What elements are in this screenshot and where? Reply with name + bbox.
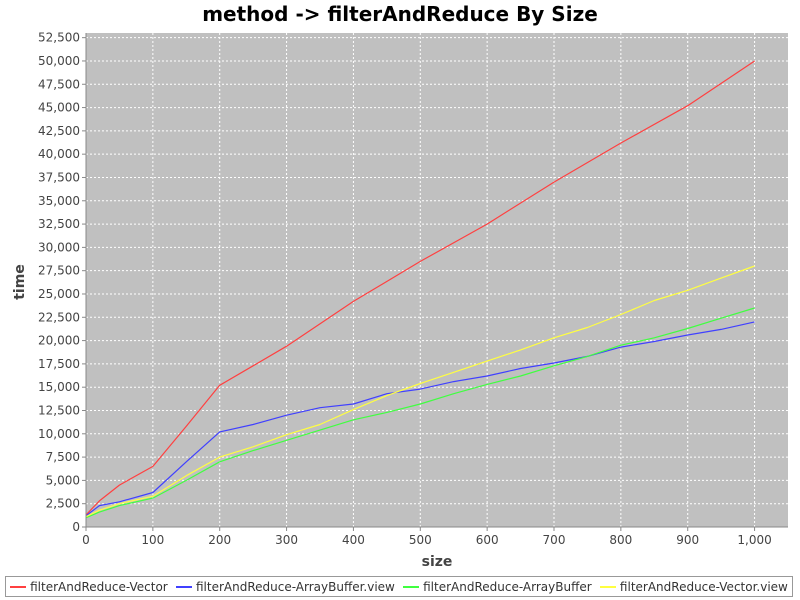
x-tick-label: 200 [208,533,231,547]
y-tick-label: 32,500 [38,217,80,231]
y-tick-label: 7,500 [46,450,80,464]
series-layer [85,60,755,519]
x-axis-label: size [422,554,453,570]
legend-swatch [403,585,420,588]
y-tick-label: 37,500 [38,170,80,184]
y-axis-label: time [12,264,28,300]
y-tick-label: 30,000 [38,240,80,254]
y-tick-label: 35,000 [38,194,80,208]
y-tick-label: 25,000 [38,287,80,301]
y-tick-label: 50,000 [38,54,80,68]
legend-swatch [175,585,192,588]
series-line-1 [85,60,755,516]
x-tick-label: 1,000 [737,533,771,547]
legend-item-4: filterAndReduce-Vector.view [599,579,788,594]
y-tick-label: 0 [72,520,80,534]
y-tick-label: 47,500 [38,77,80,91]
legend: filterAndReduce-Vector filterAndReduce-Ar… [5,576,793,597]
series-line-3 [85,307,755,519]
legend-item-3: filterAndReduce-ArrayBuffer [403,580,592,594]
y-tick-label: 52,500 [38,31,80,45]
y-tick-label: 17,500 [38,357,80,371]
y-tick-label: 12,500 [38,403,80,417]
y-tick-label: 45,000 [38,101,80,115]
x-tick-label: 900 [676,533,699,547]
x-tick-label: 500 [409,533,432,547]
y-tick-label: 42,500 [38,124,80,138]
x-tick-label: 0 [82,533,90,547]
y-tick-label: 20,000 [38,334,80,348]
y-tick-label: 15,000 [38,380,80,394]
series-line-4 [85,265,755,518]
y-tick-label: 5,000 [46,473,80,487]
series-line-2 [85,321,755,517]
legend-label: filterAndReduce-ArrayBuffer [423,579,592,594]
x-tick-label: 600 [476,533,499,547]
chart-title: method -> filterAndReduce By Size [202,2,598,26]
legend-label: filterAndReduce-Vector [30,579,168,594]
legend-item-2: filterAndReduce-ArrayBuffer.view [175,579,395,594]
axes: 0 2,500 5,000 7,500 10,000 12,500 15,000 17,500… [38,31,788,547]
legend-label: filterAndReduce-ArrayBuffer.view [195,579,395,594]
legend-label: filterAndReduce-Vector.view [619,579,788,594]
legend-swatch [10,585,27,588]
legend-swatch [599,585,616,588]
x-tick-label: 300 [275,533,298,547]
x-tick-label: 400 [342,533,365,547]
x-tick-label: 700 [543,533,566,547]
chart: method -> filterAndReduce By Size 0 2,500… [12,2,788,570]
y-tick-label: 10,000 [38,427,80,441]
x-tick-label: 800 [609,533,632,547]
y-tick-label: 40,000 [38,147,80,161]
y-tick-label: 22,500 [38,310,80,324]
y-tick-label: 2,500 [46,497,80,511]
x-tick-label: 100 [141,533,164,547]
legend-item-1: filterAndReduce-Vector [10,580,168,594]
y-tick-label: 27,500 [38,264,80,278]
grid-lines [85,33,788,528]
